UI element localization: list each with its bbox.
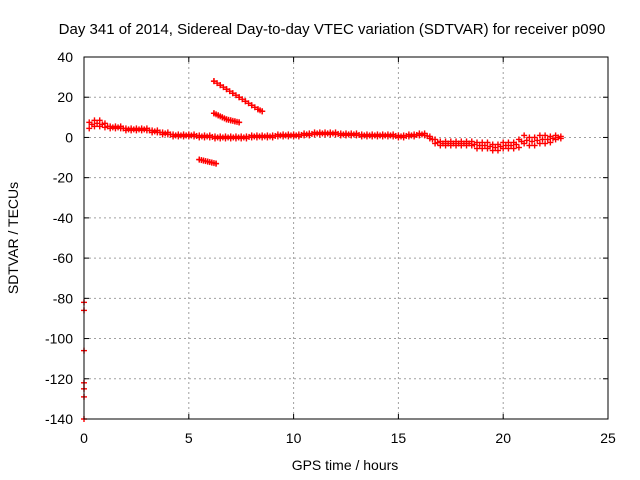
data-point <box>489 147 496 154</box>
x-axis-ticks: 0 5 10 15 20 25 <box>80 57 616 446</box>
data-point <box>544 136 551 143</box>
data-point <box>220 84 227 91</box>
data-point <box>500 139 507 146</box>
data-point <box>481 142 488 149</box>
data-point <box>232 92 239 99</box>
data-point <box>217 82 224 89</box>
data-point <box>479 139 486 146</box>
data-point <box>474 145 480 152</box>
x-tick-label: 25 <box>600 430 616 446</box>
x-tick-label: 10 <box>286 430 302 446</box>
data-point <box>223 86 230 93</box>
y-axis-ticks: 40 20 0 -20 -40 -60 -80 -100 -120 -140 <box>45 49 608 427</box>
data-point <box>536 140 543 147</box>
data-point <box>521 132 528 139</box>
x-tick-label: 20 <box>495 430 511 446</box>
data-point <box>236 94 243 101</box>
data-point <box>251 104 258 111</box>
data-point <box>239 96 246 103</box>
data-point <box>96 117 103 124</box>
x-axis-label: GPS time / hours <box>292 457 399 473</box>
data-point <box>210 78 217 85</box>
data-point <box>534 137 541 144</box>
y-tick-label: -100 <box>45 331 73 347</box>
plot-frame <box>83 56 609 420</box>
data-point <box>500 145 507 152</box>
y-tick-label: 0 <box>65 129 73 145</box>
data-point <box>91 117 98 124</box>
data-point <box>484 139 491 146</box>
data-point <box>531 142 538 149</box>
data-point <box>515 144 522 151</box>
data-point <box>245 100 252 107</box>
data-point <box>236 119 243 126</box>
y-axis-label: SDTVAR / TECUs <box>5 182 21 294</box>
data-point <box>513 141 520 148</box>
data-point <box>242 98 249 105</box>
data-point <box>213 160 220 167</box>
data-point <box>94 120 101 127</box>
data-point <box>536 132 543 139</box>
data-point <box>86 125 93 132</box>
data-point <box>476 142 483 149</box>
data-point <box>494 147 501 154</box>
x-tick-label: 0 <box>80 430 88 446</box>
x-tick-label: 15 <box>391 430 407 446</box>
y-tick-label: 20 <box>57 89 73 105</box>
data-point <box>229 90 236 97</box>
data-points <box>81 78 564 422</box>
data-point <box>539 136 546 143</box>
y-tick-label: -140 <box>45 411 73 427</box>
grid <box>84 57 608 419</box>
data-point <box>505 145 512 152</box>
data-point <box>492 144 499 151</box>
data-point <box>557 135 564 142</box>
data-point <box>526 134 533 141</box>
data-point <box>489 141 496 148</box>
data-point <box>521 140 528 147</box>
data-point <box>542 132 549 139</box>
y-tick-label: -40 <box>53 210 73 226</box>
data-point <box>523 137 530 144</box>
data-point <box>479 145 486 152</box>
data-point <box>226 88 233 95</box>
data-point <box>526 142 533 149</box>
data-point <box>474 139 480 146</box>
data-point <box>508 142 515 149</box>
data-point <box>248 102 255 109</box>
y-tick-label: 40 <box>57 49 73 65</box>
data-point <box>214 80 221 87</box>
data-point <box>547 139 554 146</box>
data-point <box>531 134 538 141</box>
y-tick-label: -20 <box>53 170 73 186</box>
y-tick-label: -60 <box>53 250 73 266</box>
x-tick-label: 5 <box>185 430 193 446</box>
data-point <box>542 140 549 147</box>
data-point <box>510 145 517 152</box>
data-point <box>259 108 266 115</box>
data-point <box>529 138 536 145</box>
chart-title: Day 341 of 2014, Sidereal Day-to-day VTE… <box>59 21 606 38</box>
y-tick-label: -120 <box>45 371 73 387</box>
data-point <box>91 123 98 130</box>
data-point <box>502 142 509 149</box>
plot-border <box>83 56 609 420</box>
data-point <box>505 139 512 146</box>
y-tick-label: -80 <box>53 290 73 306</box>
